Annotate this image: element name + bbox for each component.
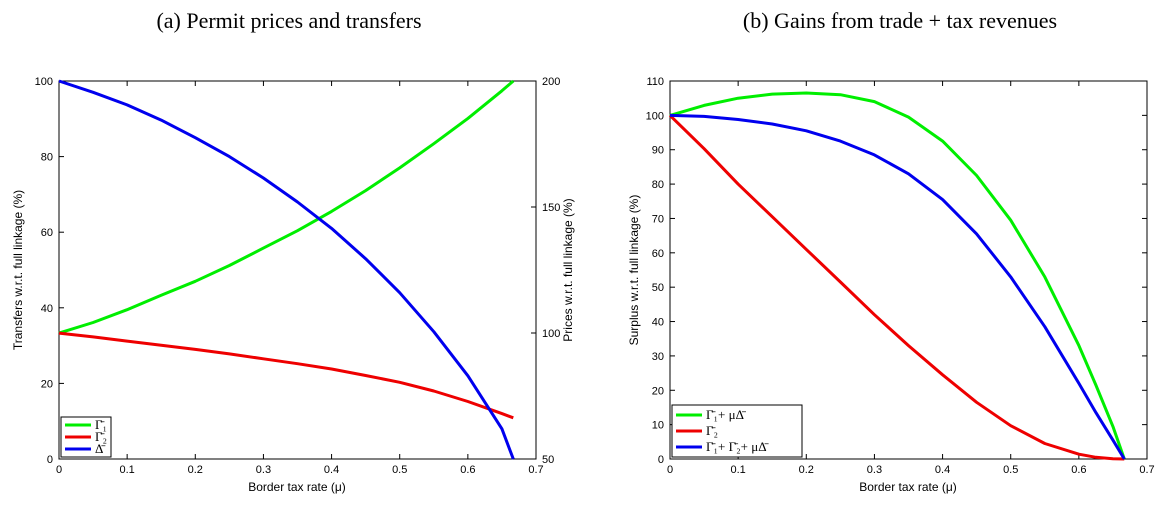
chart-a-plot-frame <box>58 80 537 460</box>
y-tick-label: 80 <box>41 152 53 164</box>
y-tick-label: 40 <box>652 317 664 329</box>
chart-b-y-axis-label: Surplus w.r.t. full linkage (%) <box>627 195 641 346</box>
y-tick-label: 30 <box>652 351 664 363</box>
chart-a-legend: Γ̄₁Γ̄₂Δ̄ <box>60 416 112 458</box>
y-tick-label: 60 <box>41 227 53 239</box>
chart-b-ticks: 0 0.1 0.2 0.3 0.4 0.5 0.6 0.7 0 10 20 30 40 50 60 70 80 9… <box>646 76 1155 476</box>
legend-label: Γ̄₂ <box>95 429 107 444</box>
x-tick-label: 0.6 <box>460 464 475 476</box>
x-tick-label: 0.4 <box>935 464 950 476</box>
x-tick-label: 0.3 <box>867 464 882 476</box>
x-tick-label: 0.5 <box>1003 464 1018 476</box>
legend-label: Γ̄₁ <box>95 417 107 432</box>
x-tick-label: 0.2 <box>799 464 814 476</box>
chart-a-y2-axis-label: Prices w.r.t. full linkage (%) <box>561 198 575 341</box>
x-tick-label: 0.1 <box>730 464 745 476</box>
y-tick-label: 80 <box>652 179 664 191</box>
y-tick-label: 20 <box>41 378 53 390</box>
x-tick-label: 0.2 <box>188 464 203 476</box>
chart-a-ticks: 0 0.1 0.2 0.3 0.4 0.5 0.6 0.7 0 20 40 60 80 100 50 100 1… <box>35 76 561 476</box>
y2-tick-label: 50 <box>542 454 554 466</box>
y-tick-label: 10 <box>652 420 664 432</box>
y2-tick-label: 200 <box>542 76 560 88</box>
x-tick-label: 0.6 <box>1071 464 1086 476</box>
y-tick-label: 50 <box>652 282 664 294</box>
y-tick-label: 90 <box>652 145 664 157</box>
legend-label: Γ̄₁+ μΔ̄ <box>706 407 746 422</box>
series-line-1 <box>58 79 515 335</box>
x-tick-label: 0 <box>667 464 673 476</box>
x-tick-label: 0.7 <box>1139 464 1154 476</box>
x-tick-label: 0.3 <box>256 464 271 476</box>
x-tick-label: 0.7 <box>528 464 543 476</box>
x-tick-label: 0.4 <box>324 464 339 476</box>
legend-label: Δ̄ <box>95 441 105 456</box>
y2-tick-label: 150 <box>542 202 560 214</box>
y-tick-label: 110 <box>646 76 664 88</box>
legend-label: Γ̄₂ <box>706 423 718 438</box>
y-tick-label: 40 <box>41 303 53 315</box>
chart-a-x-axis-label: Border tax rate (μ) <box>248 480 346 494</box>
chart-b-legend: Γ̄₁+ μΔ̄Γ̄₂Γ̄₁+ Γ̄₂+ μΔ̄ <box>671 404 803 458</box>
y-tick-label: 60 <box>652 248 664 260</box>
y-tick-label: 70 <box>652 213 664 225</box>
y2-tick-label: 100 <box>542 328 560 340</box>
series-line-3 <box>58 79 515 460</box>
x-tick-label: 0 <box>56 464 62 476</box>
y-tick-label: 100 <box>646 110 664 122</box>
y-tick-label: 0 <box>658 454 664 466</box>
chart-a-title: (a) Permit prices and transfers <box>156 8 421 33</box>
chart-a-y-axis-label: Transfers w.r.t. full linkage (%) <box>11 190 25 350</box>
chart-b-plot-frame <box>669 80 1148 460</box>
y-tick-label: 0 <box>47 454 53 466</box>
x-tick-label: 0.1 <box>119 464 134 476</box>
series-line-2 <box>668 114 1125 461</box>
x-tick-label: 0.5 <box>392 464 407 476</box>
chart-b-title: (b) Gains from trade + tax revenues <box>743 8 1057 33</box>
series-line-1 <box>669 91 1126 460</box>
chart-a-series <box>58 79 515 460</box>
chart-b-x-axis-label: Border tax rate (μ) <box>859 480 957 494</box>
y-tick-label: 20 <box>652 385 664 397</box>
series-line-2 <box>58 331 514 420</box>
chart-b-series <box>668 91 1126 461</box>
series-line-3 <box>669 113 1126 460</box>
legend-label: Γ̄₁+ Γ̄₂+ μΔ̄ <box>706 439 769 454</box>
y-tick-label: 100 <box>35 76 53 88</box>
